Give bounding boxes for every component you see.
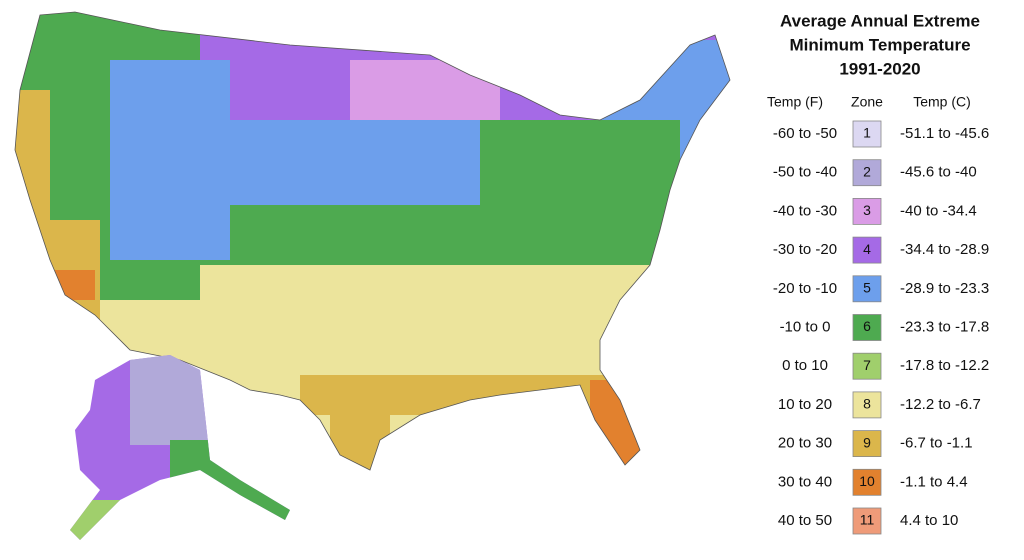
temp-f: 0 to 10 bbox=[782, 357, 828, 374]
zone-swatch bbox=[852, 275, 882, 303]
zone-area bbox=[15, 90, 50, 310]
zone-number: 6 bbox=[863, 318, 871, 334]
temp-f: -50 to -40 bbox=[773, 164, 837, 181]
legend-title: Minimum Temperature bbox=[789, 35, 970, 54]
zone-swatch bbox=[852, 314, 882, 341]
temp-f: -60 to -50 bbox=[773, 125, 837, 142]
temp-c: -23.3 to -17.8 bbox=[900, 318, 989, 335]
column-header: Zone bbox=[851, 94, 883, 110]
zone-swatch bbox=[852, 430, 882, 458]
column-header: Temp (F) bbox=[767, 94, 823, 110]
temp-c: -17.8 to -12.2 bbox=[900, 357, 989, 374]
zone-number: 3 bbox=[863, 202, 871, 218]
temp-f: 30 to 40 bbox=[778, 473, 832, 490]
zone-swatch bbox=[852, 236, 882, 264]
zone-number: 2 bbox=[863, 163, 871, 179]
temp-f: -20 to -10 bbox=[773, 280, 837, 297]
temp-f: -30 to -20 bbox=[773, 241, 837, 258]
zone-swatch bbox=[852, 120, 882, 148]
zone-area bbox=[200, 205, 680, 265]
zone-swatch bbox=[852, 507, 882, 535]
zone-swatch bbox=[852, 352, 882, 380]
zone-area bbox=[70, 500, 150, 540]
zone-area bbox=[200, 330, 660, 380]
temp-c: -45.6 to -40 bbox=[900, 164, 977, 181]
zone-swatch bbox=[852, 391, 882, 419]
temp-f: 40 to 50 bbox=[778, 512, 832, 529]
zone-area bbox=[590, 380, 650, 470]
zone-area bbox=[130, 355, 210, 445]
temp-c: -51.1 to -45.6 bbox=[900, 125, 989, 142]
temp-f: 10 to 20 bbox=[778, 396, 832, 413]
temp-c: -1.1 to 4.4 bbox=[900, 473, 968, 490]
temp-c: -12.2 to -6.7 bbox=[900, 396, 981, 413]
legend-title: Average Annual Extreme bbox=[780, 11, 980, 30]
zone-number: 4 bbox=[863, 241, 871, 257]
temp-f: -40 to -30 bbox=[773, 202, 837, 219]
column-header: Temp (C) bbox=[913, 94, 971, 110]
temp-c: -40 to -34.4 bbox=[900, 202, 977, 219]
zone-number: 9 bbox=[863, 434, 871, 450]
zone-area bbox=[600, 40, 730, 120]
temp-f: 20 to 30 bbox=[778, 435, 832, 452]
zone-area bbox=[110, 60, 230, 260]
zone-swatch bbox=[852, 159, 882, 187]
zone-number: 7 bbox=[863, 357, 871, 373]
legend-title: 1991-2020 bbox=[839, 59, 920, 78]
zone-area bbox=[350, 60, 500, 120]
temp-f: -10 to 0 bbox=[780, 318, 831, 335]
zone-area bbox=[170, 440, 290, 530]
temp-c: -28.9 to -23.3 bbox=[900, 280, 989, 297]
zone-area bbox=[330, 410, 390, 470]
temp-c: -34.4 to -28.9 bbox=[900, 241, 989, 258]
zone-number: 8 bbox=[863, 396, 871, 412]
zone-number: 11 bbox=[860, 512, 875, 528]
zone-swatch bbox=[852, 197, 882, 225]
zone-swatch bbox=[852, 468, 882, 496]
zone-area bbox=[480, 120, 680, 210]
temp-c: -6.7 to -1.1 bbox=[900, 435, 973, 452]
zone-number: 10 bbox=[859, 473, 875, 489]
temp-c: 4.4 to 10 bbox=[900, 512, 958, 529]
zone-number: 5 bbox=[863, 280, 871, 296]
zone-number: 1 bbox=[863, 125, 871, 141]
